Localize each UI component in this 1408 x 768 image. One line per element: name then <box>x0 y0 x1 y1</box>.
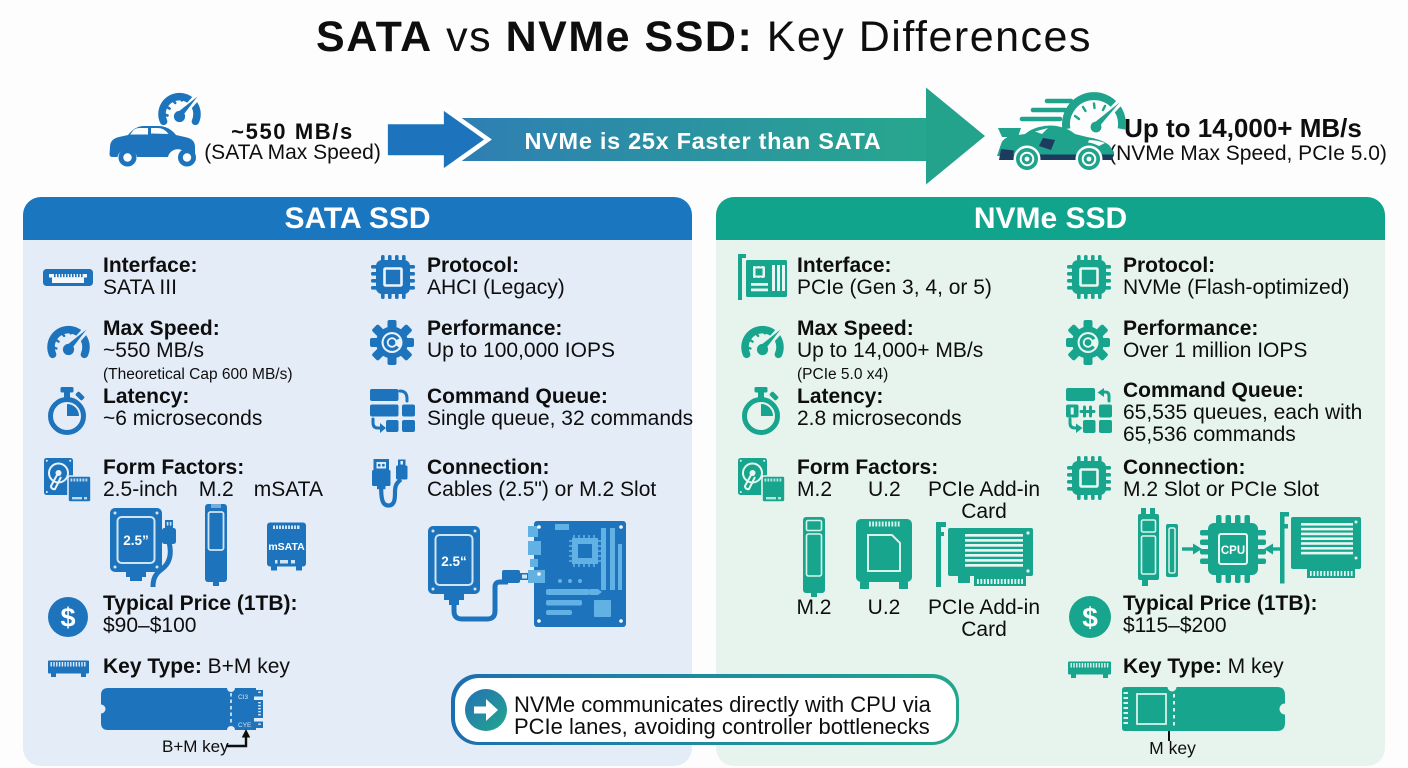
svg-text:CYE: CYE <box>238 722 252 729</box>
svg-text:$: $ <box>1082 602 1098 633</box>
svg-text:CI3: CI3 <box>238 694 249 701</box>
svg-text:CPU: CPU <box>1221 545 1245 557</box>
svg-text:$: $ <box>60 603 75 633</box>
svg-text:2.5”: 2.5” <box>123 533 149 548</box>
svg-text:mSATA: mSATA <box>268 541 305 553</box>
svg-text:2.5“: 2.5“ <box>441 554 467 569</box>
